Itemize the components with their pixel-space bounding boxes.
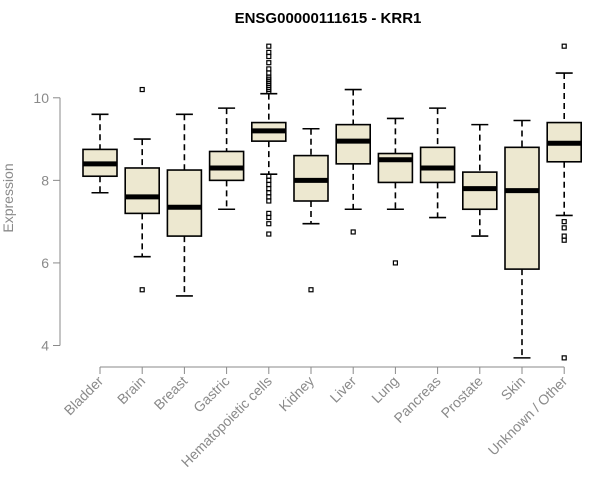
box-group — [166, 113, 203, 297]
box-group — [419, 107, 456, 219]
outlier-point — [139, 86, 145, 93]
outlier-point — [266, 221, 272, 227]
y-tick-label: 8 — [41, 172, 49, 188]
box-group — [82, 113, 118, 194]
outlier-point — [561, 233, 567, 239]
y-tick-label: 6 — [41, 255, 49, 271]
box-group — [124, 86, 160, 293]
outlier-point — [266, 181, 272, 188]
box-group — [335, 88, 372, 235]
outlier-point — [266, 231, 272, 237]
outlier-point — [266, 66, 272, 72]
x-tick-label: Kidney — [276, 373, 318, 415]
outlier-point — [266, 190, 272, 196]
x-tick-label: Breast — [151, 373, 191, 413]
x-tick-label: Pancreas — [391, 373, 444, 426]
box-group — [461, 123, 498, 237]
x-tick-label: Liver — [327, 373, 360, 406]
outlier-point — [266, 194, 272, 200]
outlier-point — [266, 177, 272, 183]
outlier-point — [266, 60, 272, 66]
outlier-point — [308, 287, 314, 293]
box — [166, 169, 203, 237]
outlier-point — [392, 260, 398, 266]
box-group — [293, 127, 329, 293]
box-group — [377, 117, 414, 266]
y-axis-label: Expression — [0, 163, 16, 232]
box — [504, 146, 540, 270]
outlier-point — [266, 53, 272, 60]
chart-title: ENSG00000111615 - KRR1 — [235, 10, 422, 27]
box-group — [504, 119, 540, 359]
outlier-point — [350, 229, 356, 235]
box — [419, 146, 456, 184]
x-tick-label: Prostate — [438, 373, 486, 421]
x-tick-label: Skin — [498, 373, 529, 404]
outlier-point — [561, 225, 567, 231]
x-tick-label: Unknown / Other — [485, 373, 571, 459]
outlier-point — [561, 237, 567, 243]
box — [335, 123, 372, 165]
outlier-point — [561, 355, 567, 361]
outlier-point — [266, 210, 272, 216]
box-group — [546, 43, 583, 361]
outlier-point — [561, 219, 567, 225]
outlier-point — [266, 43, 272, 49]
outlier-point — [266, 89, 272, 95]
box-group — [251, 43, 287, 237]
x-tick-label: Brain — [114, 373, 148, 407]
y-tick-label: 10 — [33, 90, 49, 106]
box — [124, 167, 160, 215]
x-tick-label: Bladder — [61, 373, 107, 419]
x-tick-label: Lung — [368, 373, 401, 406]
outlier-point — [266, 49, 272, 55]
outlier-point — [266, 186, 272, 192]
box-group — [208, 107, 245, 211]
y-axis: 4 6 8 10 — [33, 90, 61, 353]
outlier-point — [561, 43, 567, 49]
outlier-point — [266, 70, 272, 76]
outlier-point — [266, 214, 272, 221]
y-tick-label: 4 — [41, 337, 49, 353]
outlier-point — [266, 198, 272, 204]
outlier-point — [139, 287, 145, 293]
plot-area — [82, 43, 583, 361]
